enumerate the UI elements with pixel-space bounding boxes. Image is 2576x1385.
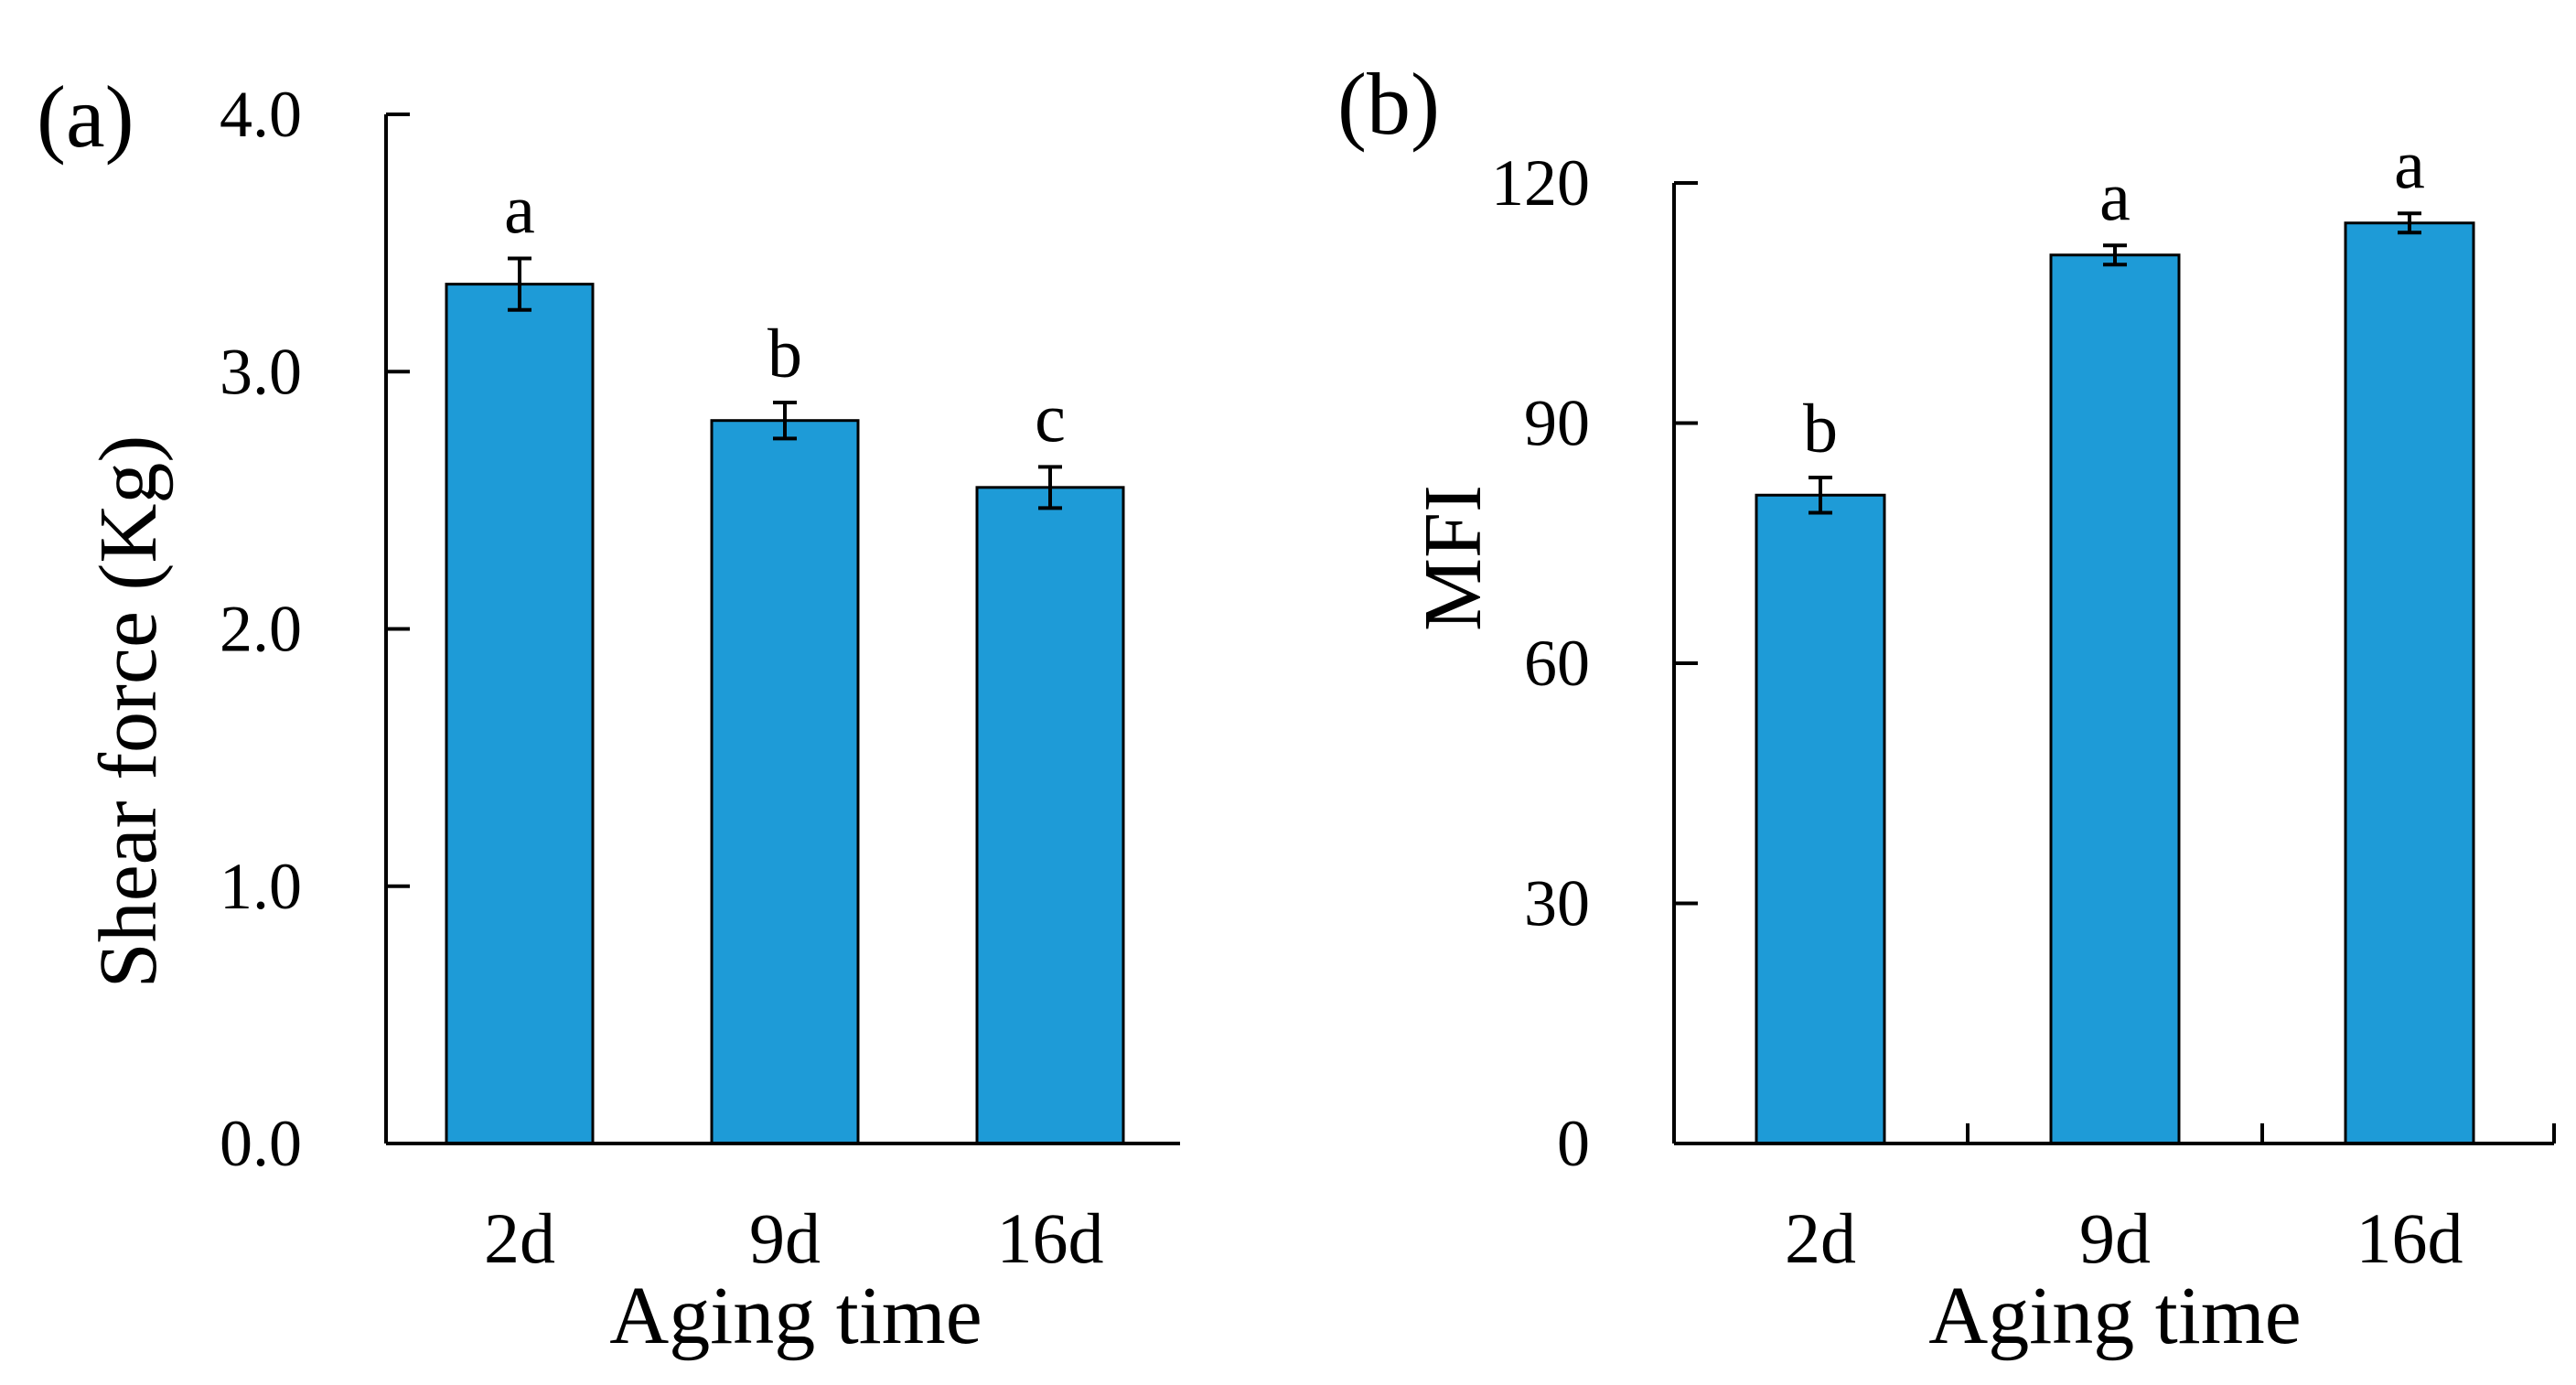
- panel-a-x-tick-label-16d: 16d: [997, 1198, 1104, 1278]
- panel-b-y-tick-label: 120: [1491, 146, 1590, 220]
- panel-a-significance-label-9d: b: [767, 316, 802, 392]
- panel-a-y-axis-title: Shear force (Kg): [83, 435, 174, 989]
- panel-b-error-bar-9d: [2103, 243, 2127, 267]
- panel-a-label: (a): [37, 68, 134, 166]
- panel-b-significance-label-2d: b: [1803, 391, 1838, 467]
- panel-b-y-tick-label: 90: [1524, 387, 1590, 460]
- panel-b-x-axis-title: Aging time: [1928, 1271, 2301, 1361]
- panel-a-error-bar-16d: [1038, 465, 1062, 510]
- panel-a-error-bar-9d: [773, 401, 797, 441]
- panel-b-y-tick-label: 0: [1557, 1107, 1590, 1180]
- panel-b-significance-label-9d: a: [2099, 158, 2131, 235]
- panel-a-error-bar-2d: [508, 256, 531, 312]
- panel-b: (b) MFI Aging time b a a 0 30 60 90 120 2d 9d 16d: [1337, 55, 2556, 1361]
- panel-b-error-bar-2d: [1809, 476, 1832, 515]
- panel-b-x-tick-label-16d: 16d: [2356, 1198, 2463, 1278]
- panel-b-bar-2d: [1755, 493, 1886, 1145]
- panel-a: (a) Shear force (Kg) Aging time a b c 0.0 1.…: [37, 68, 1180, 1361]
- panel-b-error-bar-16d: [2398, 211, 2421, 235]
- panel-b-y-tick-label: 30: [1524, 867, 1590, 940]
- panel-b-bar-9d: [2049, 253, 2181, 1145]
- panel-b-y-tick-label: 60: [1524, 627, 1590, 700]
- panel-a-bar-2d: [445, 283, 595, 1145]
- panel-a-x-tick-label-2d: 2d: [484, 1198, 555, 1278]
- panel-a-significance-label-16d: c: [1035, 380, 1066, 456]
- panel-a-y-tick-label: 0.0: [220, 1107, 302, 1180]
- panel-a-y-tick-label: 2.0: [220, 593, 302, 666]
- panel-b-x-tick-label-2d: 2d: [1785, 1198, 1856, 1278]
- panel-a-bar-16d: [975, 486, 1125, 1145]
- panel-a-x-axis-title: Aging time: [609, 1271, 982, 1361]
- panel-b-label: (b): [1337, 55, 1440, 153]
- panel-a-x-tick-label-9d: 9d: [749, 1198, 821, 1278]
- panel-a-significance-label-2d: a: [504, 172, 535, 249]
- panel-a-bar-9d: [710, 419, 860, 1145]
- panel-a-y-tick-label: 3.0: [220, 335, 302, 408]
- panel-b-x-tick-label-9d: 9d: [2079, 1198, 2151, 1278]
- panel-b-significance-label-16d: a: [2394, 126, 2425, 203]
- panel-b-y-axis-title: MFI: [1408, 485, 1498, 631]
- panel-b-bar-16d: [2344, 221, 2475, 1145]
- panel-a-y-tick-label: 4.0: [220, 78, 302, 151]
- panel-a-y-tick-label: 1.0: [220, 850, 302, 923]
